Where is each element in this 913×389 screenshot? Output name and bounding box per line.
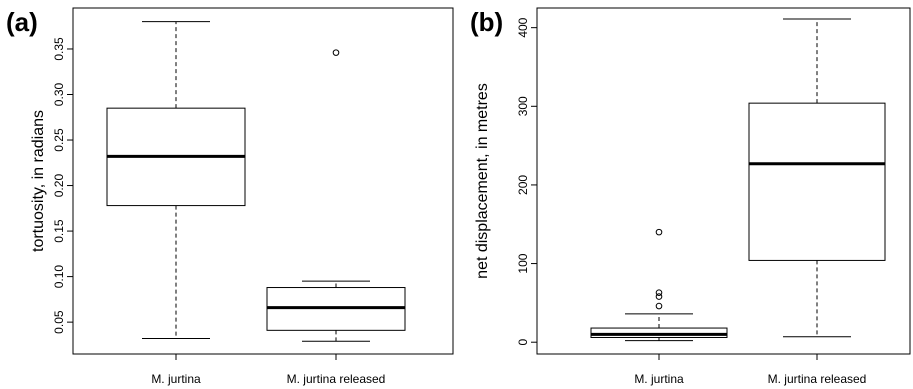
boxplot-2 xyxy=(748,18,886,338)
outlier-point xyxy=(655,293,663,300)
y-tick-label: 0.35 xyxy=(52,37,66,61)
panel-label: (a) xyxy=(6,7,38,37)
y-tick-label: 0 xyxy=(516,339,530,346)
x-tick-label: M. jurtina released xyxy=(287,372,386,386)
y-tick-label: 300 xyxy=(516,96,530,116)
x-tick-label: M. jurtina xyxy=(151,372,201,386)
chart-panel-b: (b) 0 100 200 300 400 net displacement, in met… xyxy=(470,7,911,386)
chart-panel-a: (a) 0.05 0.10 0.15 0.20 0.25 0.30 0.35 tortuosit… xyxy=(6,7,454,386)
y-axis-label: tortuosity, in radians xyxy=(30,110,47,252)
y-tick-label: 0.25 xyxy=(52,128,66,152)
outlier-point xyxy=(332,49,340,56)
boxplot-1 xyxy=(106,21,246,340)
boxplot-2 xyxy=(266,49,406,342)
x-tick-label: M. jurtina released xyxy=(768,372,867,386)
y-tick-label: 0.15 xyxy=(52,219,66,243)
box-iqr xyxy=(590,327,728,338)
outlier-point xyxy=(655,302,663,310)
y-tick-label: 0.30 xyxy=(52,82,66,106)
y-tick-label: 0.05 xyxy=(52,310,66,334)
boxplot-1 xyxy=(590,228,728,342)
y-tick-label: 400 xyxy=(516,17,530,37)
plot-frame xyxy=(72,7,454,355)
box-iqr xyxy=(748,102,886,261)
y-axis-label: net displacement, in metres xyxy=(474,83,491,279)
y-tick-label: 0.10 xyxy=(52,265,66,289)
panel-label: (b) xyxy=(470,7,503,37)
plot-frame xyxy=(536,7,911,355)
y-tick-label: 0.20 xyxy=(52,174,66,198)
y-tick-label: 100 xyxy=(516,253,530,273)
outlier-point xyxy=(655,289,663,296)
outlier-point xyxy=(655,228,663,236)
y-tick-label: 200 xyxy=(516,175,530,195)
x-tick-label: M. jurtina xyxy=(634,372,684,386)
